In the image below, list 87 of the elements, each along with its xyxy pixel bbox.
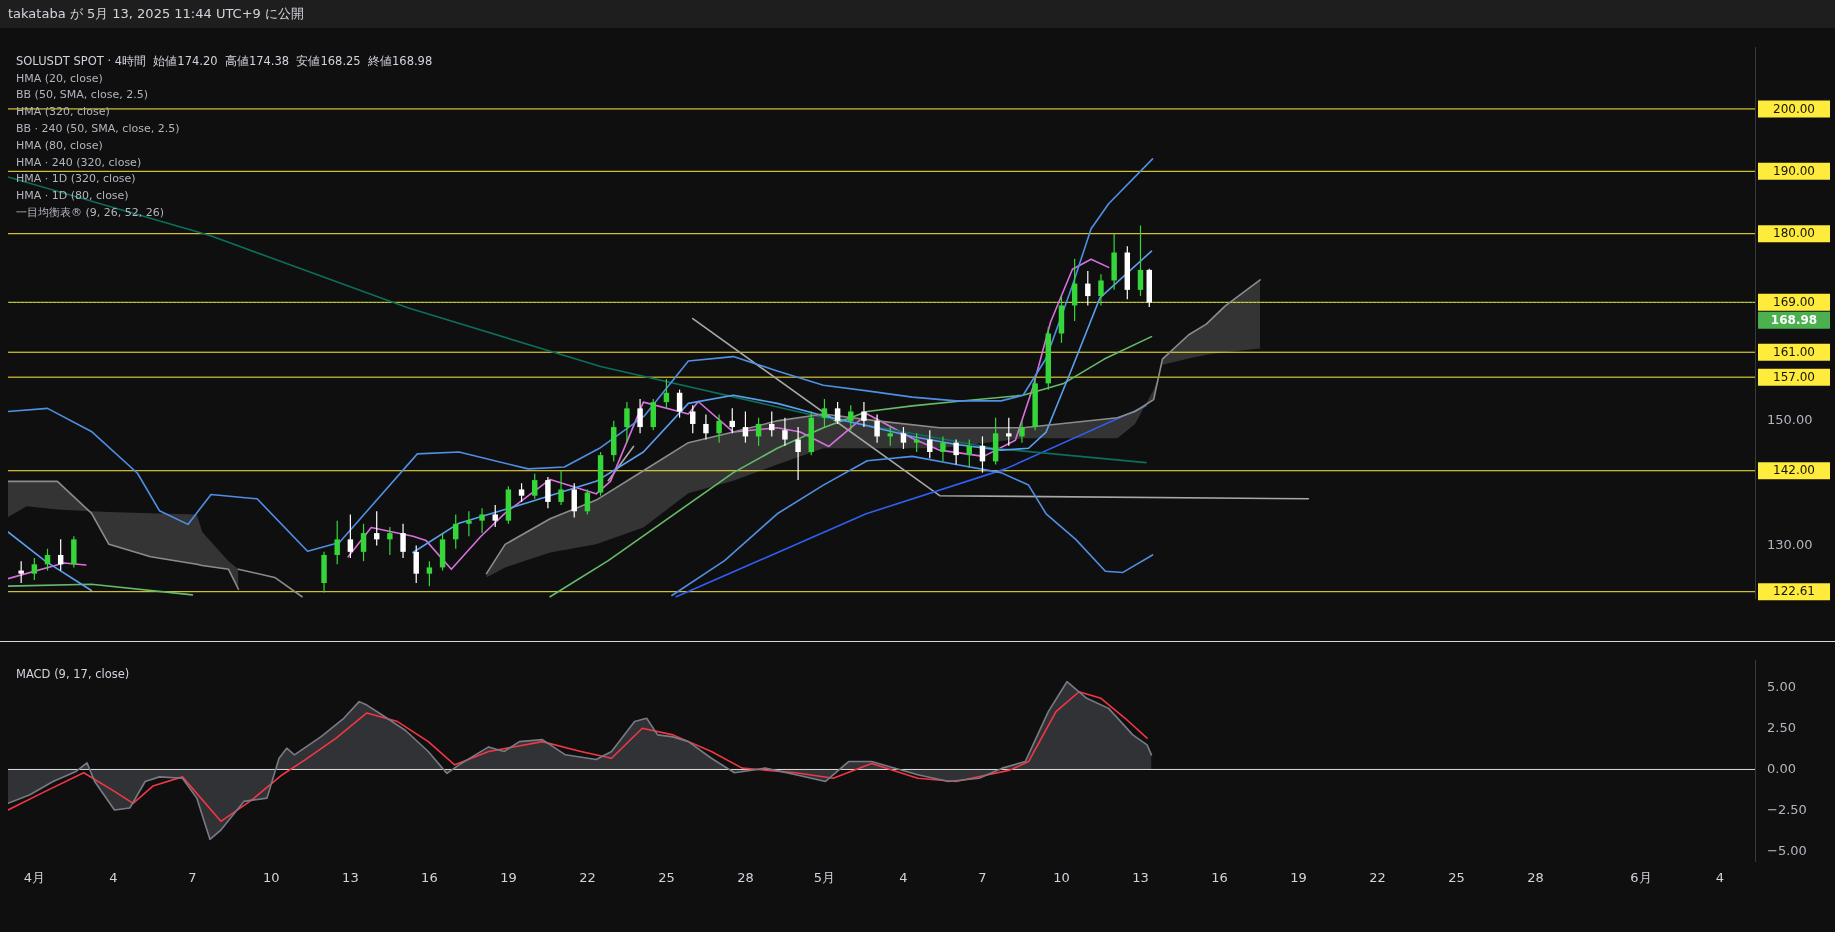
candlestick [413,545,419,584]
candlestick [637,398,643,434]
candlestick [1019,420,1025,444]
y-tick-label: 150.00 [1767,412,1813,428]
candlestick [940,435,946,462]
x-tick-label: 6月 [1630,870,1652,886]
candlestick [31,557,38,581]
candlestick [347,513,354,559]
annotation: BB (50, SMA, close, 2.5) [16,88,148,102]
candlestick [624,401,630,444]
ref-line-label: 168.98 [1770,312,1818,327]
text: MACD (9, 17, close) [16,666,130,681]
candlestick [479,507,485,534]
candlestick [558,470,564,506]
y-tick-label: 5.00 [1767,678,1796,694]
annotation: HMA (20, close) [16,71,103,85]
candlestick [848,404,854,431]
y-tick-label: −5.00 [1767,843,1807,859]
x-tick-label: 19 [500,870,517,886]
y-tick-label: 0.00 [1767,760,1796,776]
x-tick-label: 22 [1369,870,1386,886]
ref-line-label: 142.00 [1773,463,1815,478]
chart-title: takataba が 5月 13, 2025 11:44 UTC+9 に公開 [0,0,1835,28]
x-tick-label: 4 [109,870,118,886]
candlestick [900,426,907,450]
candlestick [861,401,867,428]
candlestick [927,429,933,459]
x-tick-label: 13 [1132,870,1149,886]
candlestick [360,523,367,562]
candlestick [716,414,722,444]
candlestick [532,473,538,500]
ref-line-label: 157.00 [1773,369,1815,384]
annotation: HMA · 1D (320, close) [16,172,136,186]
candlestick [703,414,709,441]
candlestick [834,401,841,425]
ref-line-label: 161.00 [1773,344,1815,359]
candlestick [782,417,788,447]
x-tick-label: 7 [978,870,987,886]
y-tick-label: −2.50 [1767,802,1807,817]
candlestick [1137,224,1144,297]
x-tick-label: 4月 [23,870,45,886]
x-tick-label: 28 [1527,870,1544,886]
ref-line-label: 200.00 [1773,101,1815,116]
candlestick [795,426,801,481]
candlestick [571,482,577,519]
candlestick [18,560,24,584]
candlestick [387,526,393,556]
candlestick [518,482,525,503]
candlestick [400,523,406,559]
candlestick [492,504,498,528]
x-tick-label: 10 [263,870,280,886]
x-tick-label: 28 [737,870,754,886]
candlestick [334,520,340,565]
ref-line-label: 169.00 [1773,294,1815,309]
x-tick-label: 19 [1290,870,1307,886]
candlestick [690,404,696,434]
ref-line-label: 122.61 [1773,584,1815,599]
candlestick [426,560,433,587]
y-tick-label: 130.00 [1767,536,1813,552]
annotation: 一目均衡表® (9, 26, 52, 26) [16,206,165,220]
y-tick-label: 2.50 [1767,719,1796,735]
x-tick-label: 16 [421,870,438,886]
candlestick [545,476,551,509]
candlestick [1098,273,1104,307]
annotation: HMA · 240 (320, close) [16,155,142,169]
candlestick [1006,417,1012,447]
candlestick [466,510,472,537]
annotation: HMA (80, close) [16,138,103,152]
candlestick [821,398,828,428]
x-tick-label: 22 [579,870,596,886]
x-tick-label: 5月 [813,870,836,886]
candlestick [874,414,880,444]
x-tick-label: 4 [899,870,908,886]
ref-line-label: 190.00 [1773,163,1815,178]
text: SOLUSDT SPOT · 4時間 始値174.20 高値174.38 安値168.25 終値168.98 [16,53,433,68]
x-tick-label: 25 [658,870,675,886]
x-tick-label: 7 [188,870,197,886]
candlestick [1085,270,1091,307]
x-tick-label: 25 [1448,870,1465,886]
ref-line-label: 180.00 [1773,226,1815,241]
x-tick-label: 10 [1053,870,1070,886]
annotation: HMA · 1D (80, close) [16,189,129,203]
x-tick-label: 16 [1211,870,1228,886]
annotation: BB · 240 (50, SMA, close, 2.5) [16,122,180,136]
x-tick-label: 13 [342,870,359,886]
x-tick-label: 4 [1715,870,1725,886]
candlestick [953,438,959,466]
